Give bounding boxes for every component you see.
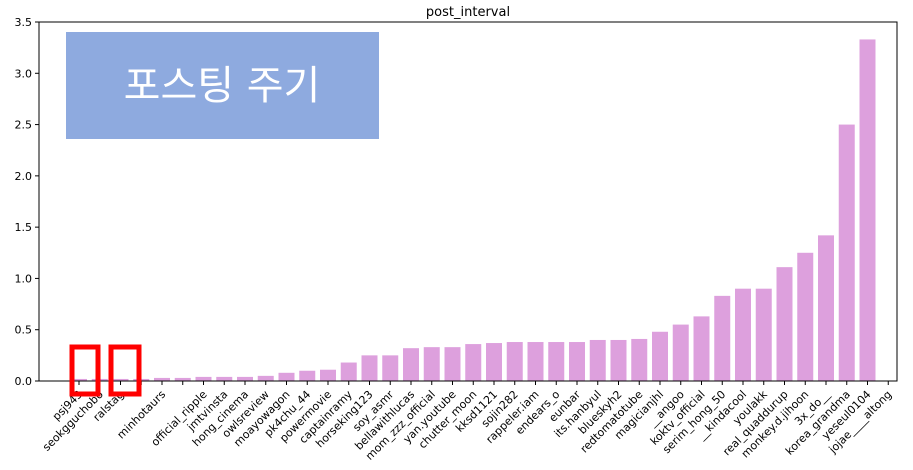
bar-bellawithlucas [403, 348, 419, 381]
highlight-box-ralstag [108, 344, 142, 397]
y-tick-label: 3.5 [15, 16, 33, 29]
bar-its.hanbyul [589, 339, 606, 381]
bar-sojin282 [506, 342, 523, 381]
bars [71, 39, 876, 382]
bar-endears_o [548, 342, 565, 381]
bar-serim_hong_50 [714, 295, 731, 381]
highlight-box-psj943 [69, 344, 101, 397]
bar-chutter_moon [465, 344, 482, 381]
x-axis: psj943seokgguchoboralstagminhotaursoffic… [40, 381, 894, 463]
bar-pk4chu_44 [299, 370, 316, 381]
bar-magicianjhl [652, 331, 668, 381]
bar-rappeler.iam [527, 342, 544, 381]
bar-monkey.d.jihoon [797, 252, 814, 381]
y-tick-label: 0.0 [15, 375, 33, 388]
bar-3x_do__ [818, 235, 834, 381]
bar-moayowagon [278, 372, 295, 381]
bar-__kindacool [735, 288, 751, 381]
annotation-text: 포스팅 주기 [124, 63, 321, 109]
y-tick-label: 1.5 [15, 221, 33, 234]
bar-minhotaurs [154, 377, 170, 381]
plot-frame [38, 21, 898, 382]
y-tick-label: 2.5 [15, 119, 33, 132]
bar-blueskyh2 [610, 339, 627, 381]
bar-redtomatotube [631, 338, 648, 381]
y-tick-label: 0.5 [15, 324, 33, 337]
bar-official_ripple [195, 376, 212, 381]
bar-yan.youtube [444, 347, 461, 381]
bar-hong_cinema [237, 376, 253, 381]
bar-captainramy [340, 362, 357, 381]
bar-mom_zzz_official [423, 347, 440, 381]
annotation-background [66, 32, 379, 139]
bar-korea_grandma [838, 124, 855, 382]
bar-powermovie [320, 369, 336, 381]
highlight-boxes [69, 344, 142, 397]
bar-ralstag [112, 378, 129, 381]
bar-kksd1121 [486, 343, 502, 381]
y-axis: 0.0 0.5 1.0 1.5 2.0 2.5 3.0 3.5 [15, 16, 39, 388]
bar-owlsreview [257, 375, 274, 381]
bar-soy_asmr [382, 355, 399, 381]
bar-koktv_official [693, 316, 710, 381]
y-tick-label: 1.0 [15, 272, 33, 285]
y-tick-label: 2.0 [15, 170, 33, 183]
bar-yeseul0104 [859, 39, 876, 382]
bar-__angoo [672, 324, 689, 381]
bar-eunbar [569, 342, 585, 381]
bar-psj943 [71, 378, 87, 381]
bar-real_quaddurup [776, 267, 793, 381]
bar-jmtvinsta [216, 376, 233, 381]
annotation-box: 포스팅 주기 [66, 32, 379, 139]
chart-title: post_interval [426, 5, 510, 20]
y-tick-label: 3.0 [15, 67, 33, 80]
bar-item-5 [174, 377, 191, 381]
bar-youlakk [755, 288, 772, 381]
bar-horseking123 [361, 355, 378, 381]
